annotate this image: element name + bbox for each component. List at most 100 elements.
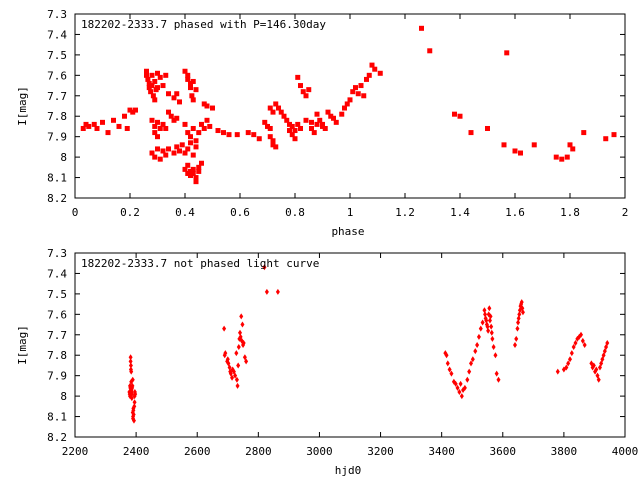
y-tick-label-lightcurve: 7.4 <box>47 267 67 280</box>
x-tick-label-lightcurve: 3600 <box>490 445 517 458</box>
data-point-phased <box>174 91 180 97</box>
y-tick-label-phased: 7.5 <box>47 49 67 62</box>
data-point-phased <box>152 97 158 103</box>
data-point-phased <box>145 76 151 82</box>
data-point-phased <box>188 140 193 146</box>
data-point-phased <box>190 152 196 158</box>
data-point-phased <box>185 72 191 78</box>
data-point-lightcurve <box>478 325 483 332</box>
data-point-lightcurve <box>459 393 464 400</box>
data-point-lightcurve <box>132 403 137 410</box>
data-point-lightcurve <box>469 360 473 367</box>
data-point-phased <box>292 136 298 142</box>
data-point-phased <box>204 103 210 109</box>
data-point-phased <box>485 125 490 131</box>
data-point-phased <box>155 119 160 125</box>
data-point-phased <box>80 125 86 131</box>
y-tick-label-phased: 8.2 <box>47 192 67 205</box>
data-point-phased <box>190 125 196 131</box>
data-point-phased <box>83 121 89 127</box>
data-point-lightcurve <box>225 356 230 363</box>
x-tick-label-lightcurve: 2200 <box>62 445 89 458</box>
data-point-phased <box>124 125 130 131</box>
data-point-phased <box>267 105 273 111</box>
data-point-phased <box>100 119 105 125</box>
data-point-phased <box>320 123 325 129</box>
data-point-phased <box>127 107 133 113</box>
x-tick-label-phased: 0.4 <box>175 206 195 219</box>
data-point-lightcurve <box>240 321 245 328</box>
data-point-lightcurve <box>275 288 280 295</box>
data-point-lightcurve <box>573 339 578 346</box>
data-point-lightcurve <box>128 362 133 369</box>
data-point-phased <box>163 125 169 131</box>
data-point-phased <box>278 109 284 115</box>
data-point-lightcurve <box>129 391 134 398</box>
data-point-phased <box>149 72 155 78</box>
data-point-lightcurve <box>447 366 452 373</box>
data-point-phased <box>155 146 160 152</box>
data-point-phased <box>358 83 364 89</box>
x-tick-label-phased: 2 <box>622 206 629 219</box>
data-point-phased <box>207 123 213 129</box>
x-tick-label-lightcurve: 2600 <box>184 445 211 458</box>
data-point-phased <box>152 130 158 136</box>
data-point-phased <box>270 109 276 115</box>
y-tick-label-lightcurve: 7.6 <box>47 308 67 321</box>
y-tick-label-lightcurve: 8.1 <box>47 411 67 424</box>
data-point-lightcurve <box>482 307 487 314</box>
data-point-phased <box>193 179 199 185</box>
data-point-phased <box>303 93 309 99</box>
data-point-lightcurve <box>230 374 235 381</box>
data-point-phased <box>366 72 372 78</box>
data-point-lightcurve <box>238 329 242 336</box>
y-tick-label-lightcurve: 7.7 <box>47 329 67 342</box>
data-point-phased <box>303 117 309 123</box>
data-point-phased <box>377 70 383 76</box>
data-point-phased <box>185 130 191 136</box>
data-point-phased <box>295 121 301 127</box>
y-tick-label-lightcurve: 7.3 <box>47 247 67 260</box>
data-point-phased <box>226 132 232 138</box>
data-point-phased <box>155 70 160 76</box>
data-point-phased <box>152 154 158 160</box>
data-point-phased <box>150 93 156 99</box>
data-point-lightcurve <box>223 350 228 357</box>
y-tick-label-phased: 7.3 <box>47 8 67 21</box>
data-point-phased <box>196 164 202 170</box>
data-point-phased <box>265 123 270 129</box>
data-point-lightcurve <box>449 370 454 377</box>
data-point-phased <box>581 130 587 136</box>
data-point-phased <box>111 117 116 123</box>
data-point-phased <box>86 123 92 129</box>
data-point-phased <box>201 125 207 131</box>
data-point-phased <box>267 134 273 140</box>
data-point-lightcurve <box>493 352 498 359</box>
data-point-phased <box>133 107 138 113</box>
data-point-phased <box>369 62 375 68</box>
data-point-lightcurve <box>513 342 517 348</box>
data-point-lightcurve <box>485 323 490 330</box>
data-point-lightcurve <box>515 325 520 332</box>
data-point-phased <box>166 109 171 115</box>
data-point-phased <box>166 146 171 152</box>
y-tick-label-lightcurve: 8 <box>60 390 67 403</box>
data-point-phased <box>353 85 358 91</box>
data-point-phased <box>149 83 155 89</box>
data-point-phased <box>270 142 276 148</box>
plot-frame-lightcurve <box>74 252 626 438</box>
data-point-phased <box>160 83 166 89</box>
data-point-phased <box>289 132 295 138</box>
x-tick-label-lightcurve: 3000 <box>306 445 333 458</box>
data-point-phased <box>174 144 180 150</box>
data-point-phased <box>171 95 177 101</box>
data-point-phased <box>193 138 199 144</box>
data-point-phased <box>157 125 163 131</box>
data-point-phased <box>94 125 100 131</box>
data-point-phased <box>155 134 160 140</box>
data-point-lightcurve <box>241 339 246 346</box>
data-point-lightcurve <box>486 327 491 334</box>
data-point-phased <box>281 113 287 119</box>
data-point-phased <box>185 146 191 152</box>
data-point-phased <box>328 113 334 119</box>
